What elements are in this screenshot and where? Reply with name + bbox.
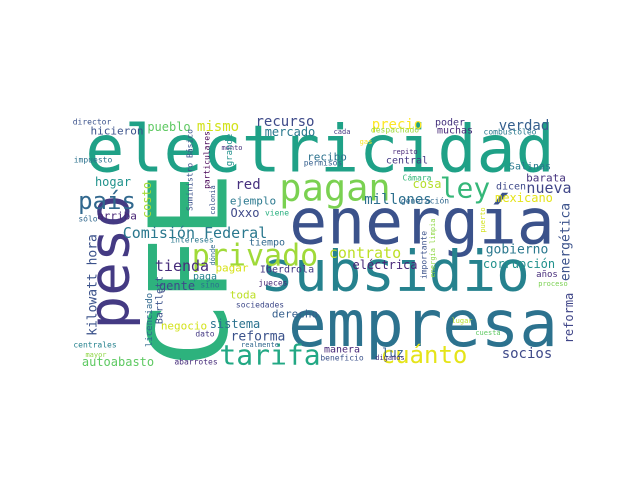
word: mexicano [495,191,553,205]
word: impuesto [74,156,113,165]
word: cosa [413,177,442,191]
word: muchas [437,126,473,137]
word: viene [265,209,289,218]
word: realmente [241,341,279,349]
word: Suministro Básico [186,129,195,211]
word: pueblo [147,120,190,134]
word: paga [193,272,217,283]
word: energía limpia [429,218,437,277]
word: gobierno [486,243,549,258]
word: pagan [279,167,390,210]
word: jueces [259,279,288,288]
word: Cámara [403,174,432,183]
word: permisos [304,159,343,168]
word: luz [382,346,404,360]
word: colonia [209,185,217,215]
word: corrupción [483,257,555,271]
word: tiempo [249,238,285,249]
word: negocio [161,320,207,333]
word: recurso [255,114,314,130]
word: digamos [375,354,405,362]
word: energética [559,203,574,281]
word: monto [221,144,242,152]
word: mercado [265,125,316,139]
word: cada [334,128,351,136]
word: verdad [499,118,550,134]
word: energía [289,186,555,259]
word: importante [420,231,429,279]
word: reforma [562,293,576,344]
word: mayor [85,351,106,359]
word: manera [324,345,360,356]
word: hogar [95,175,131,189]
word: poder [435,118,465,129]
word: peso [78,195,143,330]
word: lugar [451,317,472,325]
word: toda [230,289,257,302]
word: costo [140,182,154,218]
word: proceso [538,280,568,288]
word: cuánto [381,341,468,369]
word: intereses [170,236,214,245]
word: generación [401,196,449,206]
word: autoabasto [82,355,154,369]
word: contrato [329,244,401,262]
word: sociedades [236,301,284,310]
word: años [536,270,558,280]
word: beneficio [320,354,364,363]
word: dato [195,330,214,339]
word: kilowatt hora [86,234,101,336]
word: Oxxo [231,206,260,220]
word: red [235,177,260,193]
word: repito [392,148,417,156]
word: gas [360,138,373,146]
word: ejemplo [230,195,276,208]
word: socios [502,346,553,362]
word: dónde [209,244,217,265]
word: cuesta [475,329,500,337]
word: derecho [272,308,318,321]
word: mismo [197,119,239,135]
word: Iberdrola [260,265,314,276]
word: CFE [128,172,253,367]
word: sistema [210,317,261,331]
word: arriba [97,210,137,223]
word: director [73,118,112,127]
word: tienda [155,257,209,275]
word: reforma [231,330,286,345]
word: Bartlett [155,276,166,324]
word: grande [225,134,235,167]
word: electricidad [85,113,555,188]
word: nueva [526,179,571,197]
word: privado [192,239,318,274]
word: pagar [215,262,248,275]
word: gente [159,279,195,293]
word: empresa [288,288,558,362]
word: particulares [203,131,212,189]
word: dicen [496,182,526,193]
word: sólo [78,214,97,224]
word: sino [200,281,219,290]
word: tarifa [219,339,320,372]
word: combustóleo [484,127,537,137]
word: hicieron [91,125,144,138]
word: despachado [371,126,419,135]
word: eléctrica [352,258,417,272]
word: puerto [479,207,487,232]
word: licenciado [145,293,155,347]
word: precio [372,117,423,133]
word: millones [364,192,431,208]
word: central [386,156,428,167]
word: subsidio [260,240,530,305]
word: barata [526,172,566,185]
word: Salinas [509,162,551,173]
word: abarrotes [174,358,218,367]
word: centrales [73,341,117,350]
word: recibo [307,151,347,164]
word: país [78,187,136,215]
word: Comisión Federal [123,224,268,242]
word: ley [440,172,491,205]
